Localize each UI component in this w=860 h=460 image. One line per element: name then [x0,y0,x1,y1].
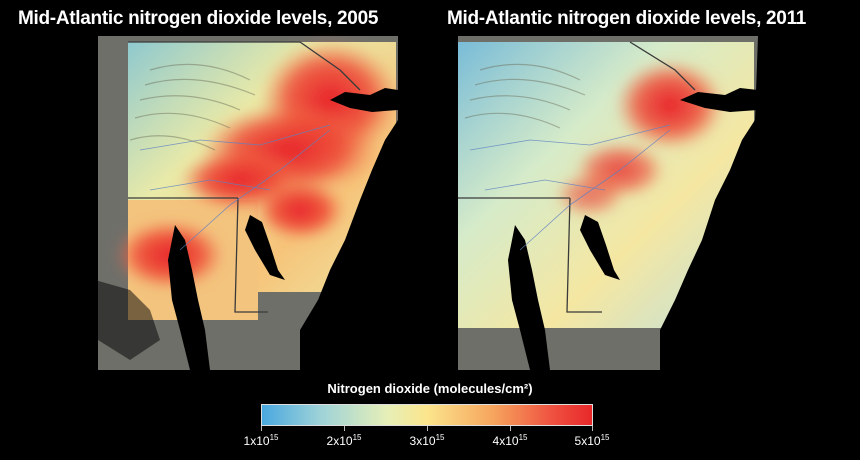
highways [469,124,671,251]
no2-map-2011 [458,36,860,375]
tick-label-5e15: 5x1015 [574,433,610,448]
panel-title-2005: Mid-Atlantic nitrogen dioxide levels, 20… [18,8,379,29]
legend-title: Nitrogen dioxide (molecules/cm²) [327,381,533,396]
tick-mark [592,426,593,431]
panel-title-2011: Mid-Atlantic nitrogen dioxide levels, 20… [447,8,807,29]
map-panel-2005: Mid-Atlantic nitrogen dioxide levels, 20… [0,0,430,375]
tick-mark [427,426,428,431]
tick-mark [261,426,262,431]
state-borders [128,41,361,313]
highways [139,124,331,251]
tick-label-2e15: 2x1015 [326,433,362,448]
state-borders [458,41,696,313]
tick-mark [344,426,345,431]
no2-map-2005 [95,36,430,375]
tick-label-4e15: 4x1015 [492,433,528,448]
chesapeake-bay [168,225,210,370]
delaware-bay [245,215,285,280]
tick-label-1e15: 1x1015 [243,433,279,448]
chesapeake-bay [508,225,550,370]
delaware-bay [580,215,620,280]
tick-mark [510,426,511,431]
color-scale-bar [261,404,593,426]
map-panel-2011: Mid-Atlantic nitrogen dioxide levels, 20… [430,0,860,375]
tick-label-3e15: 3x1015 [409,433,445,448]
